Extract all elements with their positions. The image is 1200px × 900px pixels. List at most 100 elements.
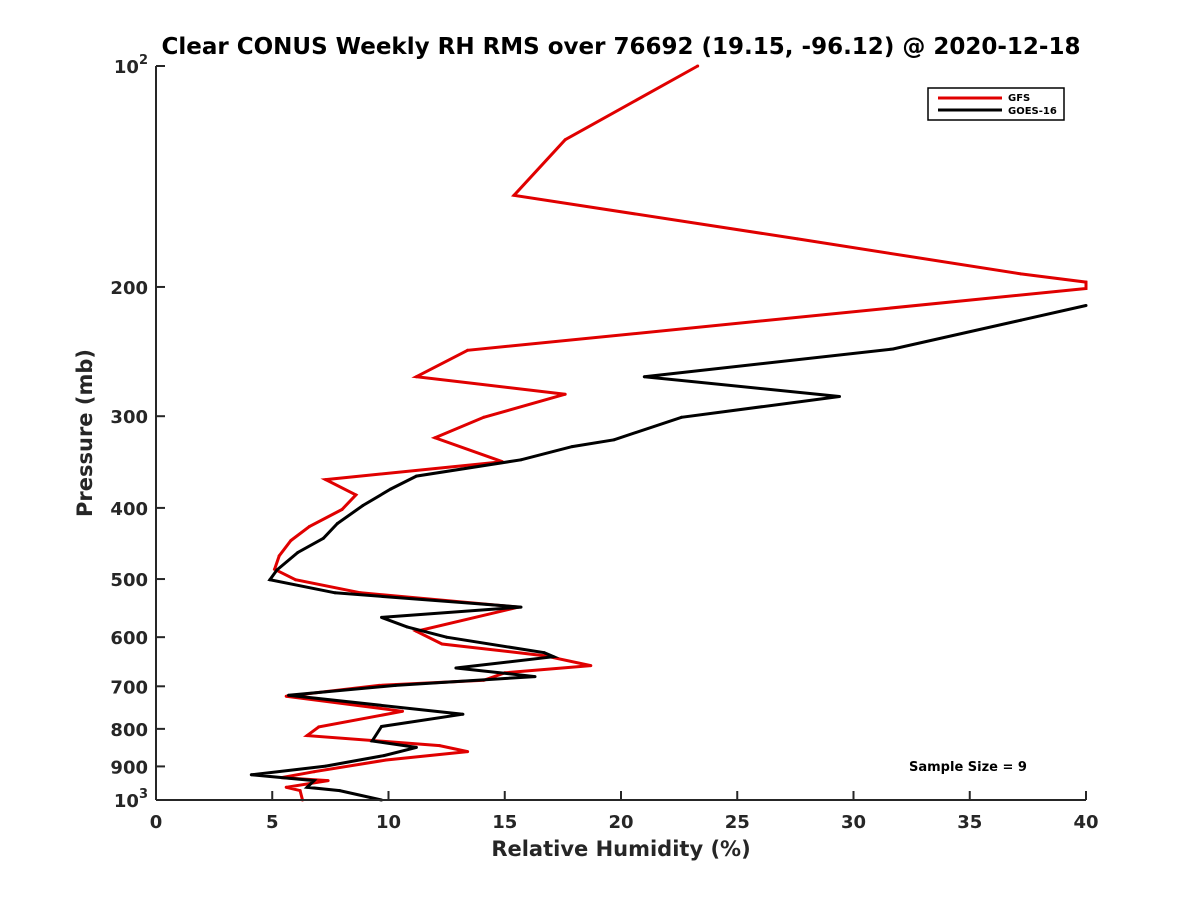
x-tick-label: 10 — [376, 812, 401, 833]
data-point-goes16-12 — [335, 522, 339, 525]
data-point-goes16-19 — [380, 615, 383, 619]
legend-box — [927, 87, 1065, 121]
data-point-gfs-35 — [466, 750, 470, 754]
series-layer — [249, 64, 1088, 802]
data-point-gfs-6 — [1084, 287, 1088, 290]
data-point-goes16-10 — [389, 487, 393, 491]
x-tick-label: 0 — [150, 812, 163, 833]
data-point-gfs-18 — [277, 554, 281, 558]
data-point-gfs-2 — [512, 193, 516, 197]
y-axis-title: Pressure (mb) — [73, 349, 97, 517]
data-point-goes16-0 — [1084, 304, 1088, 307]
data-point-goes16-21 — [445, 635, 449, 639]
y-tick-label: 800 — [110, 720, 148, 741]
y-tick-label: 102 — [114, 53, 148, 78]
data-point-goes16-5 — [680, 415, 683, 419]
data-point-goes16-18 — [519, 605, 523, 609]
y-tick-label: 600 — [110, 628, 148, 649]
data-point-goes16-28 — [461, 712, 465, 716]
data-point-gfs-1 — [563, 138, 567, 142]
data-point-gfs-39 — [326, 779, 330, 783]
data-point-gfs-17 — [289, 539, 293, 542]
y-tick-label: 500 — [110, 570, 148, 591]
data-point-gfs-20 — [294, 578, 297, 582]
data-point-gfs-11 — [433, 436, 437, 440]
data-point-goes16-36 — [305, 785, 309, 789]
data-point-goes16-24 — [454, 666, 458, 670]
data-point-gfs-0 — [696, 64, 700, 68]
data-point-goes16-16 — [268, 578, 272, 582]
data-point-goes16-22 — [542, 651, 546, 655]
data-point-goes16-1 — [1019, 318, 1023, 322]
data-point-goes16-25 — [533, 675, 537, 679]
data-point-gfs-9 — [563, 392, 567, 396]
y-ticks: 102 200 300 400 500 600 700 800 900 103 — [110, 53, 165, 812]
x-axis-title: Relative Humidity (%) — [491, 837, 750, 861]
x-tick-label: 5 — [266, 812, 279, 833]
data-point-goes16-26 — [394, 683, 397, 687]
data-point-gfs-37 — [312, 770, 316, 774]
x-tick-label: 40 — [1073, 812, 1098, 833]
data-point-goes16-29 — [380, 725, 383, 728]
data-point-goes16-37 — [338, 789, 342, 793]
data-point-gfs-13 — [324, 478, 328, 482]
data-point-gfs-30 — [284, 694, 288, 698]
y-tick-label: 103 — [114, 787, 148, 812]
data-point-goes16-17 — [333, 591, 337, 595]
data-point-gfs-26 — [589, 664, 593, 668]
data-point-goes16-6 — [612, 438, 616, 442]
x-tick-label: 25 — [725, 812, 750, 833]
data-point-goes16-27 — [287, 693, 290, 697]
x-tick-label: 30 — [841, 812, 866, 833]
data-point-goes16-8 — [519, 458, 523, 462]
data-point-gfs-7 — [466, 348, 470, 352]
data-point-gfs-31 — [401, 709, 404, 713]
y-tick-label: 700 — [110, 677, 148, 698]
legend: GFS GOES-16 — [927, 87, 1065, 121]
data-point-gfs-14 — [354, 493, 358, 497]
data-point-gfs-15 — [340, 508, 344, 511]
data-point-gfs-5 — [1084, 280, 1088, 284]
data-point-gfs-34 — [438, 744, 442, 748]
y-tick-label: 400 — [110, 499, 148, 520]
data-point-goes16-7 — [570, 445, 574, 449]
data-point-goes16-35 — [312, 779, 316, 783]
data-point-goes16-11 — [361, 504, 365, 507]
legend-label-goes16: GOES-16 — [1008, 106, 1057, 117]
data-point-goes16-13 — [321, 536, 325, 540]
data-point-goes16-15 — [275, 568, 279, 572]
data-point-goes16-23 — [552, 655, 556, 659]
data-point-gfs-10 — [482, 415, 486, 419]
data-point-goes16-30 — [370, 739, 374, 743]
data-point-gfs-33 — [305, 734, 309, 738]
data-point-gfs-3 — [796, 237, 800, 241]
x-tick-label: 20 — [608, 812, 633, 833]
data-point-gfs-24 — [440, 642, 444, 646]
data-point-gfs-41 — [298, 789, 302, 793]
data-point-goes16-2 — [891, 347, 895, 351]
data-point-gfs-8 — [414, 375, 418, 379]
data-point-goes16-20 — [405, 625, 409, 629]
data-point-goes16-14 — [296, 551, 300, 554]
x-tick-label: 15 — [492, 812, 517, 833]
data-point-goes16-32 — [382, 754, 386, 758]
data-point-goes16-34 — [249, 773, 253, 777]
y-tick-label: 900 — [110, 757, 148, 778]
data-point-goes16-4 — [838, 395, 841, 398]
x-tick-label: 35 — [957, 812, 982, 833]
data-point-gfs-16 — [307, 525, 311, 528]
legend-label-gfs: GFS — [1008, 93, 1030, 104]
data-point-gfs-36 — [384, 758, 388, 762]
y-tick-label: 300 — [110, 407, 148, 428]
data-point-goes16-9 — [414, 474, 418, 478]
chart-title: Clear CONUS Weekly RH RMS over 76692 (19… — [162, 34, 1081, 60]
data-point-gfs-32 — [317, 725, 321, 729]
sample-size-annotation: Sample Size = 9 — [909, 760, 1027, 775]
data-point-gfs-4 — [1019, 272, 1023, 276]
x-ticks: 0 5 10 15 20 25 30 35 40 — [150, 791, 1099, 833]
data-point-goes16-3 — [642, 375, 646, 379]
data-point-gfs-40 — [284, 785, 288, 789]
data-point-goes16-31 — [414, 745, 418, 749]
